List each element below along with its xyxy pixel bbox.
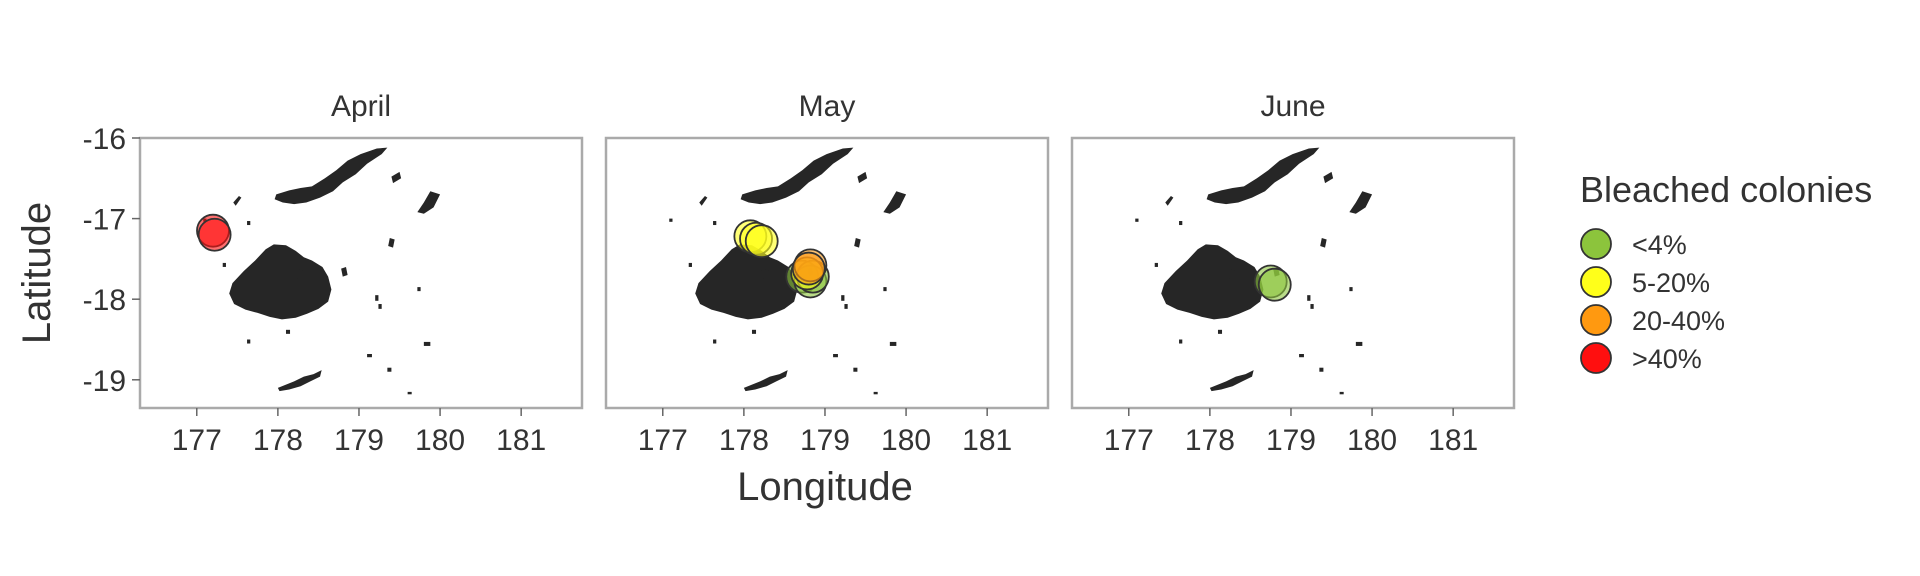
legend-label: 5-20%	[1632, 268, 1710, 298]
legend-label: 20-40%	[1632, 306, 1725, 336]
x-tick-label: 177	[638, 424, 688, 457]
data-point	[1257, 267, 1292, 302]
legend-label: <4%	[1632, 230, 1687, 260]
x-tick-label: 178	[253, 424, 303, 457]
facet-panel-may: May 177 178 179 180 181	[604, 90, 1050, 457]
x-tick-label: 179	[334, 424, 384, 457]
panel-border	[604, 136, 1050, 410]
x-tick-label: 181	[1428, 424, 1478, 457]
facet-title: April	[331, 90, 391, 123]
x-tick-label: 177	[1104, 424, 1154, 457]
legend-key	[1580, 304, 1612, 336]
fiji-land-map	[1135, 147, 1373, 395]
data-point	[197, 217, 232, 252]
data-point	[744, 224, 779, 259]
legend: Bleached colonies <4% 5-20% 20-40% >40%	[1580, 169, 1872, 374]
x-tick-label: 180	[881, 424, 931, 457]
facet-title: June	[1260, 90, 1325, 123]
legend-title: Bleached colonies	[1580, 169, 1872, 210]
x-tick-label: 179	[1266, 424, 1316, 457]
y-axis-title: Latitude	[15, 202, 59, 344]
x-tick-label: 178	[719, 424, 769, 457]
legend-key	[1580, 228, 1612, 260]
x-axis-title: Longitude	[737, 465, 913, 509]
legend-key	[1580, 342, 1612, 374]
fiji-land-map	[203, 147, 441, 395]
x-tick-label: 177	[172, 424, 222, 457]
legend-key	[1580, 266, 1612, 298]
x-tick-label: 180	[1347, 424, 1397, 457]
y-axis: -16 -17 -18 -19	[83, 123, 140, 398]
x-tick-label: 180	[415, 424, 465, 457]
facet-title: May	[799, 90, 856, 123]
x-tick-label: 179	[800, 424, 850, 457]
x-tick-label: 181	[962, 424, 1012, 457]
panel-border	[138, 136, 584, 410]
y-tick-label: -18	[83, 284, 126, 317]
x-tick-label: 181	[496, 424, 546, 457]
y-tick-label: -19	[83, 365, 126, 398]
panel-border	[1070, 136, 1516, 410]
facet-panel-april: April 177 178 179 180 181	[138, 90, 584, 457]
x-tick-label: 178	[1185, 424, 1235, 457]
data-point	[791, 251, 826, 286]
facet-panel-june: June 177 178 179 180 181	[1070, 90, 1516, 457]
y-tick-label: -17	[83, 204, 126, 237]
y-tick-label: -16	[83, 123, 126, 156]
legend-label: >40%	[1632, 344, 1702, 374]
